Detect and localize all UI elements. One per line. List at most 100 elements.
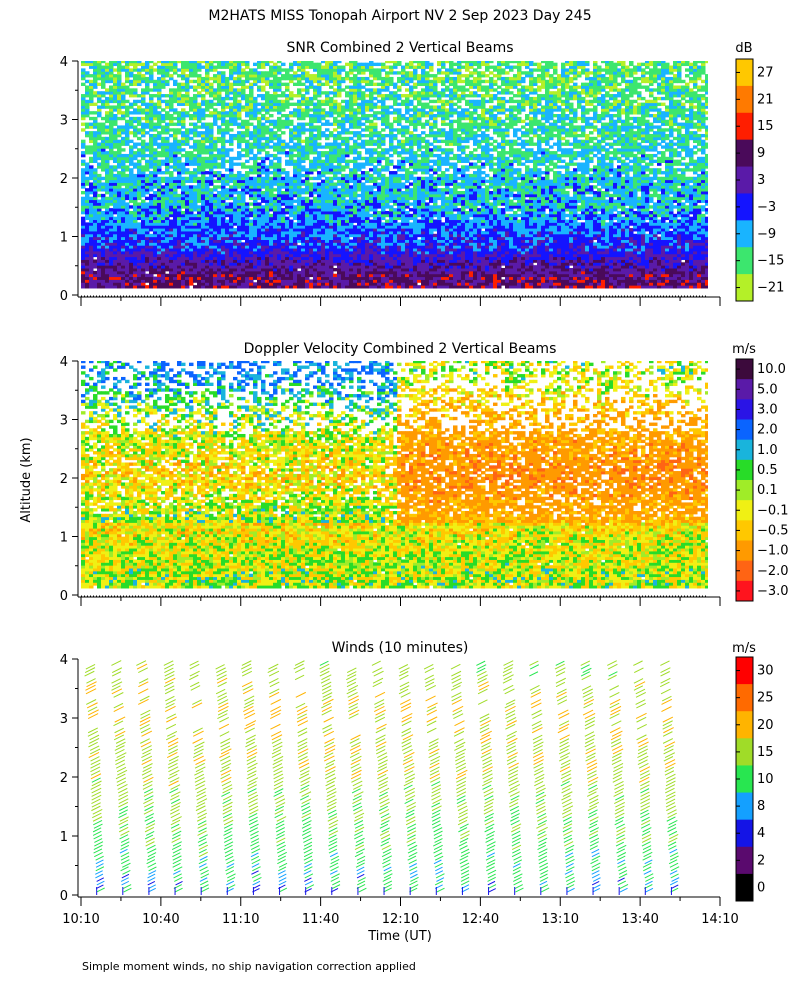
- snr-cell: [165, 276, 170, 280]
- snr-cell: [361, 145, 366, 149]
- snr-cell: [81, 173, 86, 178]
- snr-cell: [325, 210, 330, 215]
- snr-cell: [293, 182, 298, 186]
- snr-cell: [341, 79, 346, 84]
- snr-cell: [317, 228, 322, 232]
- snr-cell: [201, 185, 206, 189]
- snr-cell: [257, 79, 262, 84]
- snr-cell: [101, 131, 106, 135]
- snr-cell: [121, 248, 126, 252]
- snr-cell: [89, 196, 94, 201]
- snr-cell: [213, 230, 218, 235]
- snr-cell: [173, 111, 178, 115]
- snr-cell: [249, 233, 254, 238]
- snr-cell: [361, 176, 366, 181]
- snr-cell: [365, 282, 370, 286]
- snr-cell: [225, 202, 230, 206]
- snr-cell: [197, 268, 202, 272]
- snr-cell: [81, 105, 86, 109]
- snr-cell: [105, 182, 110, 186]
- snr-cell: [153, 148, 158, 152]
- snr-cell: [233, 236, 238, 240]
- snr-cell: [353, 162, 358, 166]
- snr-cell: [217, 282, 222, 286]
- snr-cell: [257, 148, 262, 152]
- snr-cell: [305, 188, 310, 192]
- snr-cell: [269, 139, 274, 144]
- snr-cell: [121, 142, 126, 146]
- snr-cell: [289, 222, 294, 226]
- snr-cell: [165, 213, 170, 218]
- snr-cell: [349, 216, 354, 221]
- snr-cell: [153, 156, 158, 161]
- snr-cell: [105, 248, 110, 252]
- snr-cell: [297, 259, 302, 263]
- snr-cell: [277, 128, 282, 132]
- snr-cell: [297, 182, 302, 186]
- snr-cell: [93, 65, 98, 69]
- snr-cell: [317, 71, 322, 75]
- snr-cell: [245, 245, 250, 249]
- snr-cell: [241, 219, 246, 223]
- snr-cell: [293, 131, 298, 135]
- snr-cell: [273, 153, 278, 158]
- snr-cell: [145, 239, 150, 243]
- snr-cell: [273, 65, 278, 69]
- snr-cell: [285, 285, 290, 289]
- snr-cell: [145, 185, 150, 189]
- snr-cell: [221, 145, 226, 149]
- snr-cell: [181, 139, 186, 144]
- snr-cell: [369, 122, 374, 126]
- snr-cell: [213, 259, 218, 263]
- snr-cell: [329, 68, 334, 72]
- snr-cell: [333, 205, 338, 209]
- snr-cell: [85, 133, 90, 138]
- snr-cell: [345, 202, 350, 206]
- snr-cell: [257, 131, 262, 135]
- snr-cell: [325, 233, 330, 238]
- snr-cell: [145, 210, 150, 215]
- snr-cell: [333, 196, 338, 201]
- snr-cell: [125, 131, 130, 135]
- snr-cell: [101, 185, 106, 189]
- snr-cell: [109, 191, 114, 195]
- snr-cell: [101, 136, 106, 141]
- snr-cell: [209, 176, 214, 181]
- snr-cell: [249, 210, 254, 215]
- snr-cell: [341, 139, 346, 144]
- snr-cell: [297, 188, 302, 192]
- snr-cell: [161, 228, 166, 232]
- snr-cell: [337, 205, 342, 209]
- snr-cell: [161, 145, 166, 149]
- snr-cell: [273, 96, 278, 101]
- snr-cell: [269, 225, 274, 229]
- snr-cell: [333, 188, 338, 192]
- snr-cell: [89, 96, 94, 101]
- snr-cell: [337, 259, 342, 263]
- snr-cell: [341, 173, 346, 178]
- snr-cell: [289, 236, 294, 240]
- snr-cell: [133, 202, 138, 206]
- snr-cell: [185, 142, 190, 146]
- snr-cell: [205, 213, 210, 218]
- snr-cell: [373, 279, 378, 283]
- snr-cell: [253, 99, 258, 104]
- snr-cell: [249, 270, 254, 275]
- snr-cell: [269, 61, 274, 64]
- snr-cell: [89, 94, 94, 98]
- snr-cell: [345, 85, 350, 89]
- snr-cell: [109, 233, 114, 238]
- snr-cell: [205, 250, 210, 255]
- snr-cell: [89, 79, 94, 84]
- snr-cell: [325, 122, 330, 126]
- snr-cell: [121, 102, 126, 106]
- snr-cell: [309, 145, 314, 149]
- snr-cell: [337, 236, 342, 240]
- snr-cell: [201, 125, 206, 129]
- snr-cell: [325, 256, 330, 260]
- snr-cell: [105, 228, 110, 232]
- snr-cell: [189, 210, 194, 215]
- snr-cell: [93, 242, 98, 246]
- snr-cell: [153, 191, 158, 195]
- snr-cell: [97, 205, 102, 209]
